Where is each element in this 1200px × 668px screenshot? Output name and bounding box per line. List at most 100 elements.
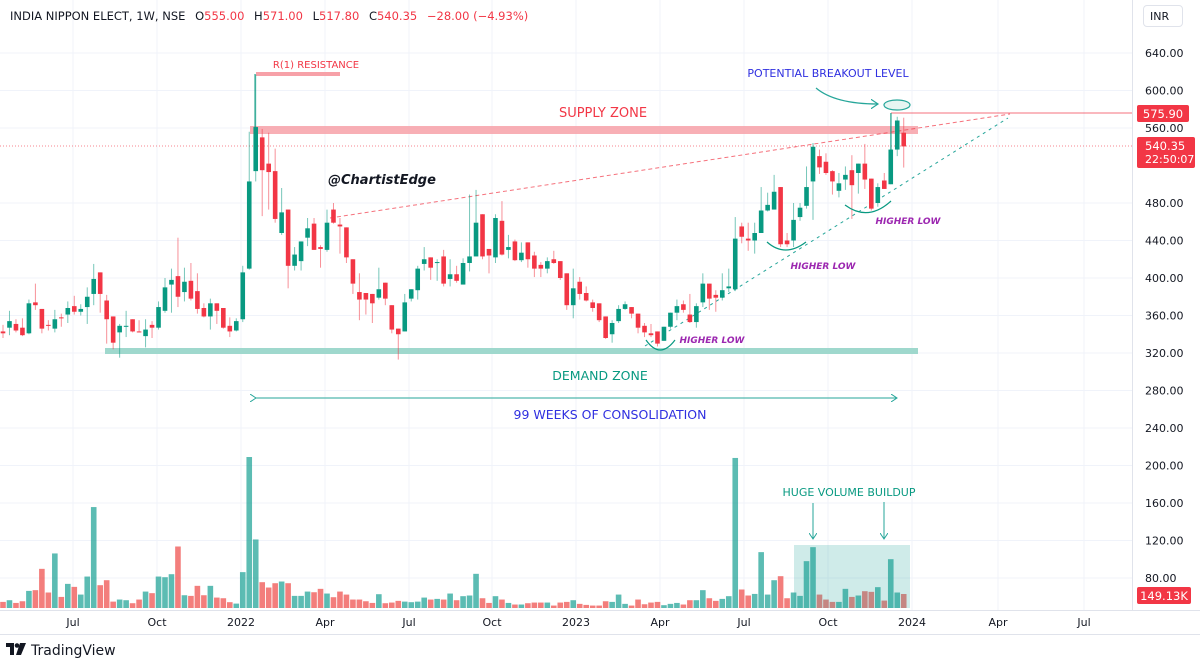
candle xyxy=(201,303,207,318)
higher-low-label-1[interactable]: HIGHER LOW xyxy=(679,336,745,346)
candle-body xyxy=(447,274,453,279)
volume-bar xyxy=(103,580,110,608)
candle-body xyxy=(609,323,615,335)
resistance-trendline[interactable] xyxy=(329,113,1011,219)
time-axis[interactable]: Jul Oct 2022 Apr Jul Oct 2023 Apr Jul Oct 2024 Apr J… xyxy=(65,616,1090,629)
higher-low-label-2[interactable]: HIGHER LOW xyxy=(790,262,856,272)
candle xyxy=(279,188,284,235)
candle xyxy=(752,222,757,254)
symbol-title[interactable]: INDIA NIPPON ELECT, 1W, NSE xyxy=(10,9,186,23)
candle xyxy=(20,318,25,337)
candle xyxy=(389,305,395,334)
volume-bar xyxy=(849,596,855,608)
candle-body xyxy=(791,219,796,241)
candle-body xyxy=(117,325,122,333)
higher-low-label-3[interactable]: HIGHER LOW xyxy=(875,217,941,227)
candle-body xyxy=(512,241,518,261)
higher-low-arc-1[interactable] xyxy=(645,339,676,351)
volume-buildup-label[interactable]: HUGE VOLUME BUILDUP xyxy=(783,486,916,499)
candle xyxy=(13,319,19,333)
candle xyxy=(428,257,433,280)
time-tick-label: Apr xyxy=(315,616,335,629)
candle-body xyxy=(97,272,103,294)
candle-body xyxy=(532,255,537,269)
volume-bar xyxy=(382,603,389,608)
supply-zone[interactable] xyxy=(250,126,918,134)
resistance-label[interactable]: R(1) RESISTANCE xyxy=(273,60,359,71)
low-label: L xyxy=(312,9,320,23)
candle-body xyxy=(136,331,142,333)
candle xyxy=(227,317,233,338)
candle-body xyxy=(376,289,382,298)
candle xyxy=(91,263,97,306)
candle xyxy=(616,305,621,323)
candle xyxy=(881,173,887,189)
price-tick-label: 120.00 xyxy=(1145,535,1184,548)
price-tick-label: 320.00 xyxy=(1145,347,1184,360)
breakout-label[interactable]: POTENTIAL BREAKOUT LEVEL xyxy=(747,67,909,80)
candle xyxy=(117,323,122,358)
candle xyxy=(681,300,686,313)
close-label: C xyxy=(368,9,377,23)
volume-bar xyxy=(900,593,907,608)
candle xyxy=(467,194,472,272)
candle-body xyxy=(227,325,233,332)
last-price-text: 540.35 xyxy=(1145,139,1185,153)
support-trendline[interactable] xyxy=(644,117,1009,347)
breakout-arrow[interactable] xyxy=(815,87,878,104)
candle-body xyxy=(564,273,570,306)
volume-bar xyxy=(622,603,628,608)
supply-zone-label[interactable]: SUPPLY ZONE xyxy=(559,106,647,121)
volume-bar xyxy=(797,595,803,608)
watermark-text[interactable]: @ChartistEdge xyxy=(328,173,436,188)
breakout-ellipse[interactable] xyxy=(883,99,911,111)
volume-bar xyxy=(810,547,816,608)
time-tick-label: Apr xyxy=(988,616,1008,629)
footer-brand[interactable]: TradingView xyxy=(6,643,116,659)
candle-body xyxy=(888,149,894,185)
candle xyxy=(65,301,71,323)
volume-bar xyxy=(583,604,589,608)
volume-buildup-box[interactable] xyxy=(794,545,910,608)
higher-low-arc-3[interactable] xyxy=(844,200,892,214)
candle xyxy=(130,319,135,333)
candle xyxy=(357,273,362,321)
volume-bar xyxy=(862,591,868,608)
candle-body xyxy=(856,163,861,173)
currency-button[interactable]: INR xyxy=(1143,5,1183,27)
consolidation-label[interactable]: 99 WEEKS OF CONSOLIDATION xyxy=(514,407,707,422)
candle-body xyxy=(480,214,485,257)
demand-zone-label[interactable]: DEMAND ZONE xyxy=(552,368,648,383)
volume-bar xyxy=(596,605,602,608)
volume-bar xyxy=(868,591,875,608)
candle-body xyxy=(655,331,660,344)
resistance-line[interactable] xyxy=(256,72,340,76)
candle-body xyxy=(46,324,51,326)
price-axis[interactable]: 640.00 600.00 560.00 480.00 440.00 400.00 360.… xyxy=(1145,47,1184,585)
candle-body xyxy=(460,263,466,285)
higher-low-arc-2[interactable] xyxy=(766,241,807,251)
time-tick-label: 2023 xyxy=(562,616,590,629)
volume-bar xyxy=(188,595,194,608)
volume-bar xyxy=(427,599,434,608)
volume-bar xyxy=(615,594,622,608)
candle xyxy=(473,189,479,257)
candle-body xyxy=(78,308,84,312)
time-tick-label: Jul xyxy=(1076,616,1090,629)
demand-zone[interactable] xyxy=(105,348,918,354)
candle xyxy=(370,293,375,323)
candle-body xyxy=(545,261,550,269)
volume-bar xyxy=(525,603,531,608)
volume-bar xyxy=(576,603,583,608)
candle xyxy=(804,166,809,209)
candle-body xyxy=(149,324,155,328)
volume-bar xyxy=(829,601,836,608)
volume-bar xyxy=(499,599,505,608)
level-price-tag: 575.90 xyxy=(1137,105,1189,122)
candle xyxy=(421,247,427,271)
legend-header[interactable]: INDIA NIPPON ELECT, 1W, NSE O555.00 H571… xyxy=(10,9,534,23)
candle xyxy=(869,178,874,211)
volume-bar xyxy=(758,552,764,608)
high-label: H xyxy=(254,9,263,23)
